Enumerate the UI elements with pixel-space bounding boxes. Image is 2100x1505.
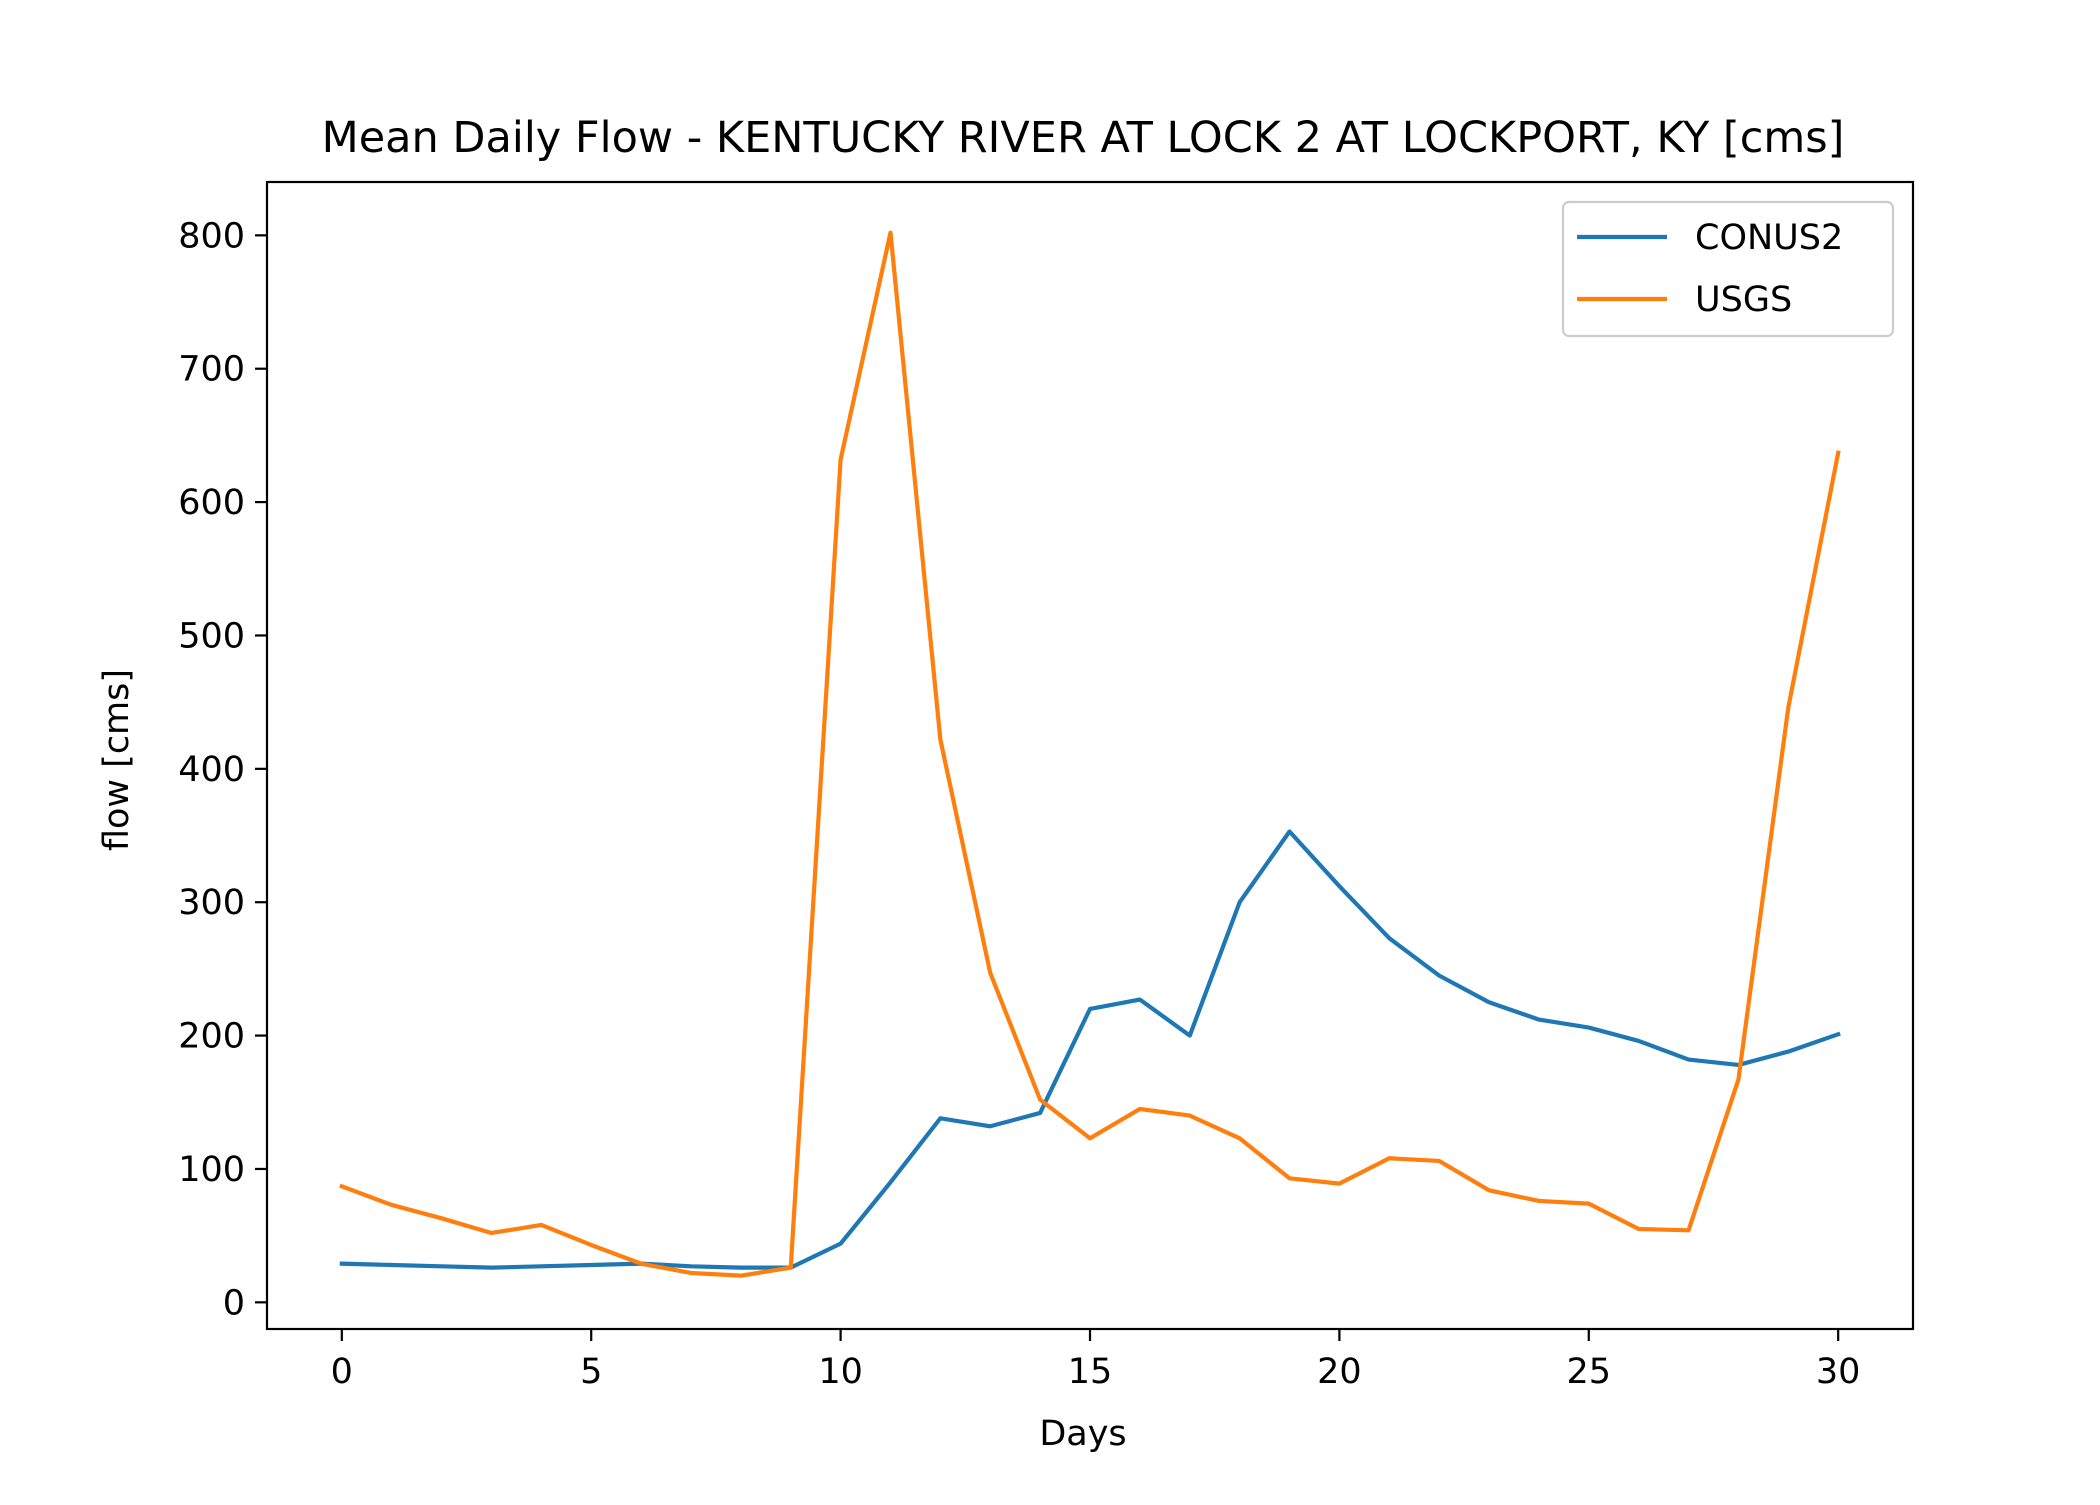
legend-label-usgs: USGS xyxy=(1695,280,1792,320)
y-tick-label: 600 xyxy=(178,483,245,523)
series-line-usgs xyxy=(339,230,1841,1278)
y-tick-label: 300 xyxy=(178,883,245,923)
plot-frame xyxy=(265,180,1915,1331)
y-tick-label: 700 xyxy=(178,350,245,390)
y-tick-label: 400 xyxy=(178,750,245,790)
y-tick-label: 800 xyxy=(178,216,245,256)
x-tick-label: 0 xyxy=(331,1352,353,1392)
x-tick-label: 25 xyxy=(1567,1352,1612,1392)
x-tick-label: 20 xyxy=(1317,1352,1362,1392)
series-line-conus2 xyxy=(339,829,1841,1270)
x-tick-label: 10 xyxy=(818,1352,863,1392)
x-tick-label: 5 xyxy=(580,1352,602,1392)
legend: CONUS2 USGS xyxy=(1561,200,1895,338)
x-tick-label: 30 xyxy=(1816,1352,1861,1392)
y-axis: 0 100 200 300 400 500 600 700 800 xyxy=(178,216,267,1323)
x-axis: 0 5 10 15 20 25 30 xyxy=(331,1329,1861,1392)
y-axis-label: flow [cms] xyxy=(97,669,137,851)
legend-label-conus2: CONUS2 xyxy=(1695,218,1843,258)
y-tick-label: 200 xyxy=(178,1017,245,1057)
x-axis-label: Days xyxy=(1039,1414,1126,1454)
chart-title: Mean Daily Flow - KENTUCKY RIVER AT LOCK… xyxy=(322,113,1845,163)
y-tick-label: 500 xyxy=(178,616,245,656)
y-tick-label: 100 xyxy=(178,1150,245,1190)
x-tick-label: 15 xyxy=(1068,1352,1113,1392)
y-tick-label: 0 xyxy=(223,1283,245,1323)
plot-area xyxy=(339,230,1841,1278)
